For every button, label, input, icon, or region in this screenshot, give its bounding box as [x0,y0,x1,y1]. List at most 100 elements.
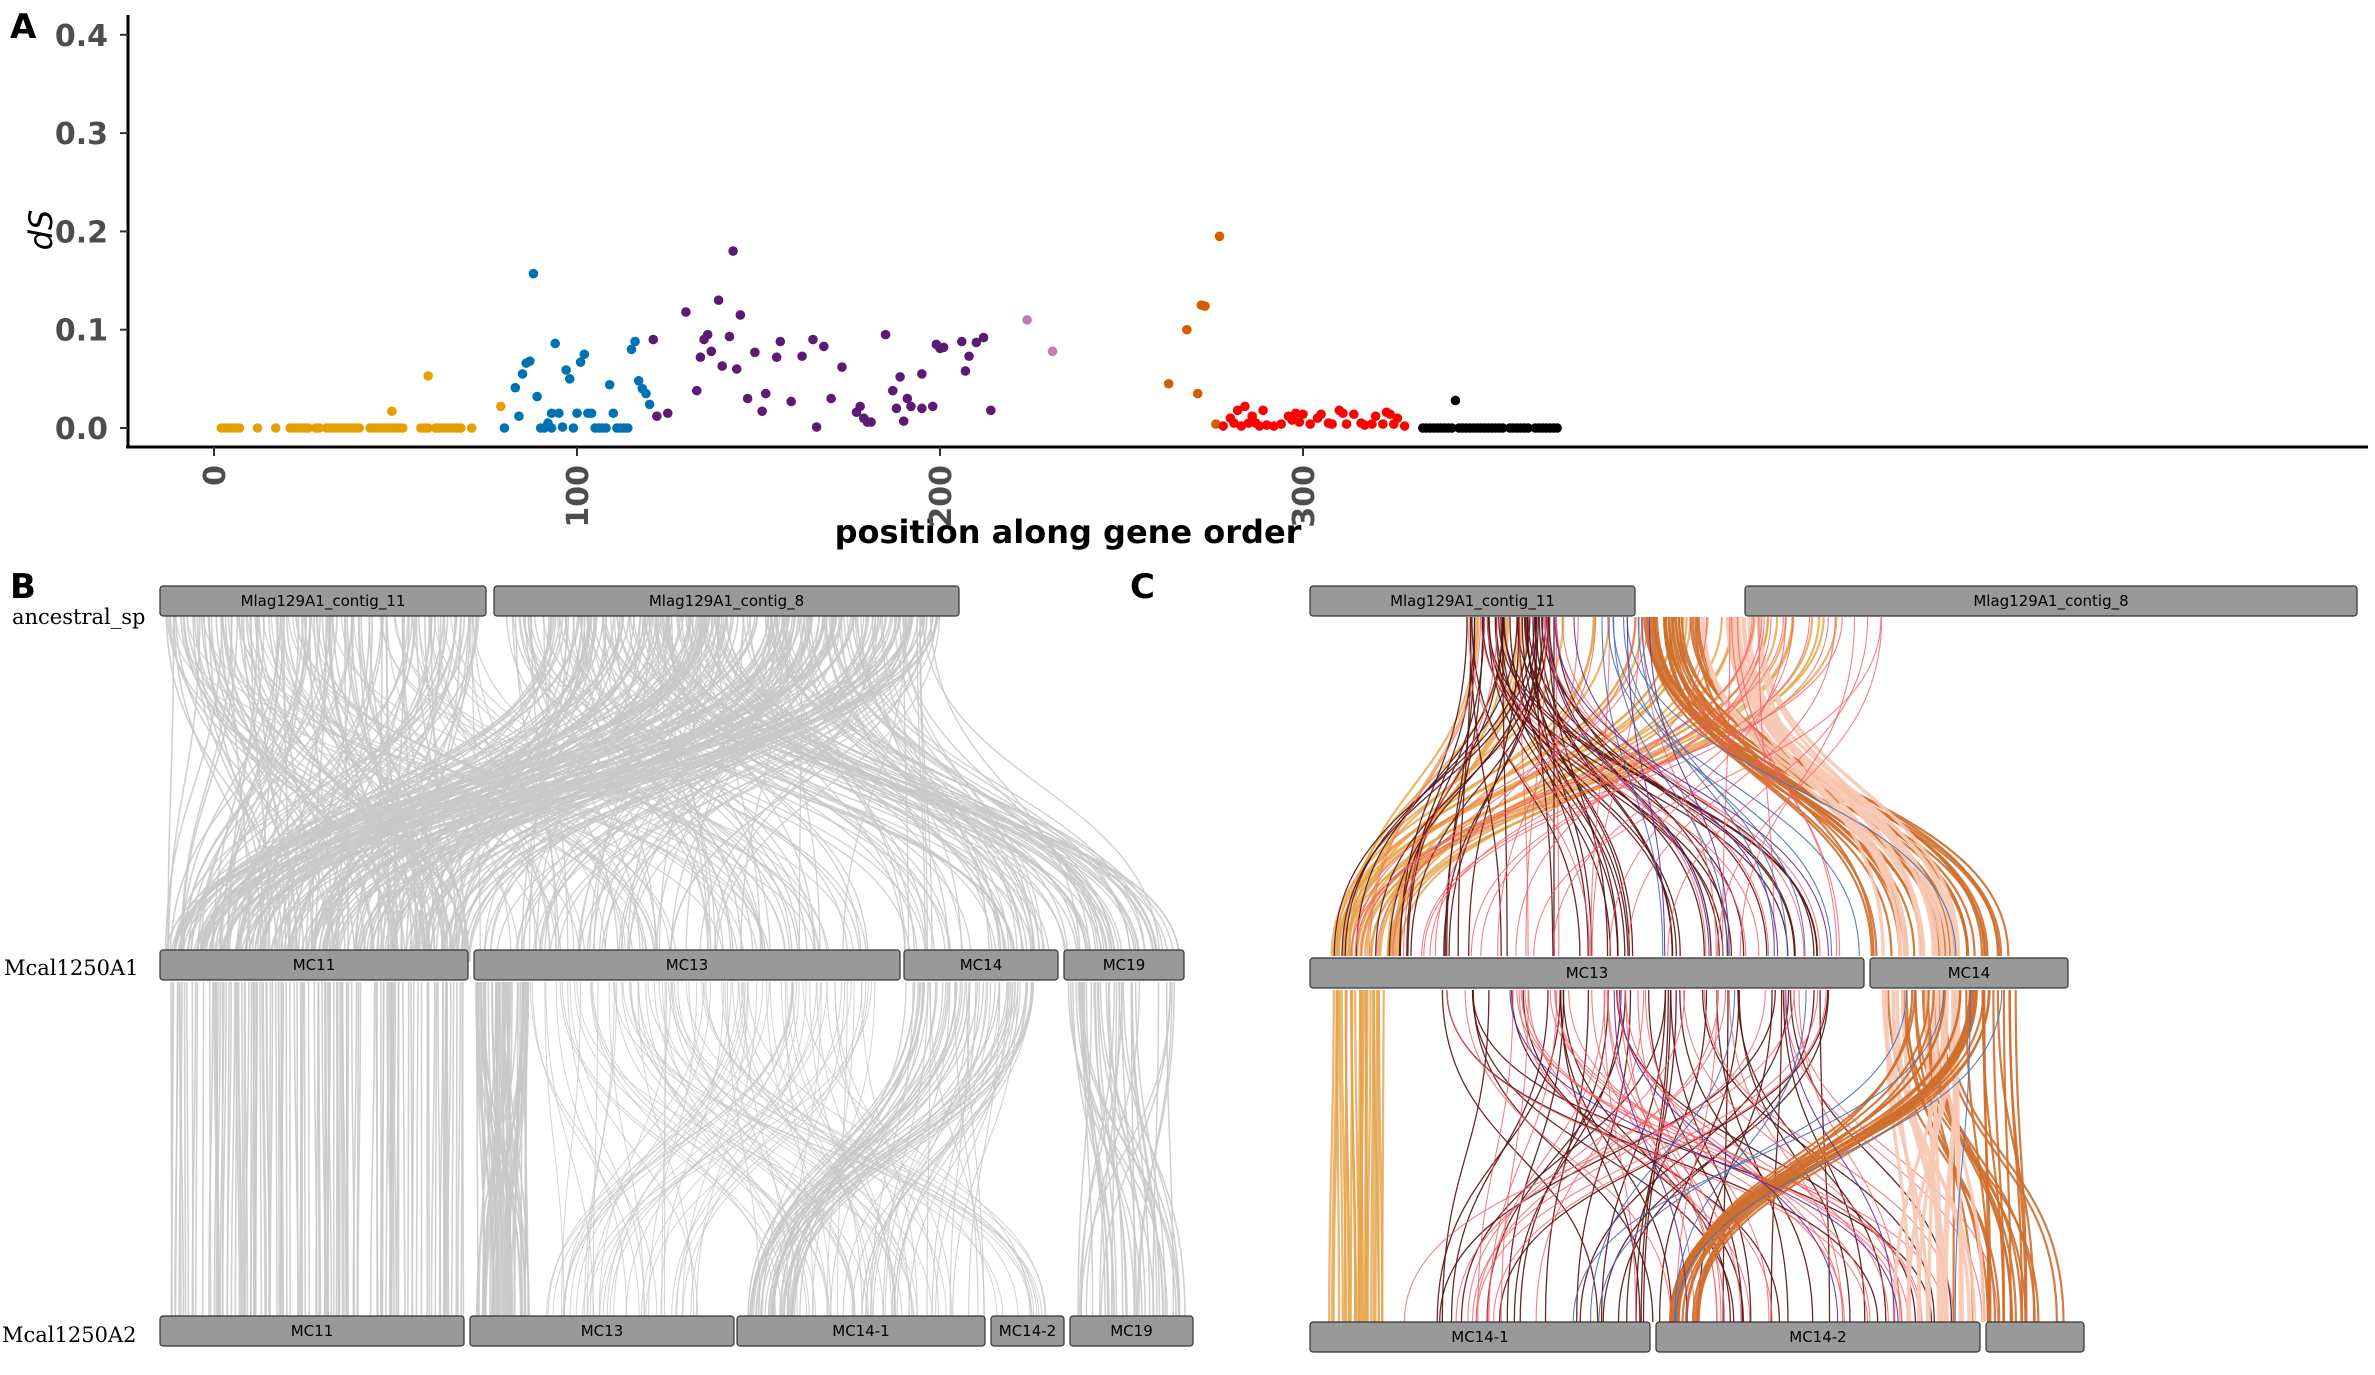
data-point [826,393,836,404]
synteny-link [237,981,243,1319]
synteny-link [540,609,828,963]
synteny-link [1891,989,1971,1323]
synteny-link [234,981,238,1319]
synteny-link [564,609,734,963]
synteny-link [770,981,1016,1319]
synteny-links [164,609,1186,1319]
data-point [387,406,397,417]
synteny-link [1554,989,1921,1323]
synteny-link [282,609,706,963]
data-point [608,408,619,419]
data-point [757,406,767,417]
synteny-link [1085,981,1109,1319]
chromosome-label: MC14-2 [1789,1328,1846,1346]
synteny-link [1675,989,2003,1323]
synteny-link [1618,989,1839,1323]
synteny-link [170,981,173,1319]
synteny-link [204,609,561,963]
data-point [1047,346,1058,357]
synteny-link [1722,616,1731,957]
x-ticks: 0 100 200 300 [198,447,1322,528]
synteny-link [221,609,581,963]
synteny-link [1736,616,1838,957]
synteny-link [180,609,233,963]
synteny-link [391,981,397,1319]
synteny-link [528,609,552,963]
data-point [1269,421,1279,431]
synteny-link [870,981,981,1319]
synteny-link [658,981,918,1319]
synteny-link [1130,981,1136,1319]
synteny-link [891,981,971,1319]
synteny-link [480,981,510,1319]
chromosome-label: MC11 [291,1322,334,1340]
synteny-link [1388,616,1538,957]
synteny-link [576,981,914,1319]
data-point [1236,421,1247,431]
synteny-link [1525,616,1547,957]
synteny-link [444,981,448,1319]
chromosome-bar [1309,585,1636,617]
data-point [731,364,742,374]
synteny-link [1097,981,1165,1319]
synteny-link [592,981,829,1319]
synteny-link [1640,616,1788,957]
chromosome-label: MC14-2 [999,1322,1056,1340]
synteny-link [531,981,640,1319]
synteny-link [261,981,266,1319]
synteny-link [703,609,816,963]
chromosome-label: MC19 [1110,1322,1153,1340]
synteny-link [200,609,356,963]
synteny-link [208,609,267,963]
synteny-link [1679,989,1814,1323]
synteny-link [755,981,1010,1319]
synteny-link [1561,616,1805,957]
data-point [466,423,477,433]
synteny-link [1480,616,1747,957]
data-point [1338,408,1348,419]
data-point [706,346,717,357]
synteny-link [666,609,1117,963]
chromosome-bar [903,949,1059,981]
synteny-link [262,981,267,1319]
synteny-link [1609,616,1787,957]
synteny-link [718,609,1159,963]
data-point [917,369,927,379]
synteny-link [1518,616,1589,957]
synteny-link [535,609,607,963]
synteny-link [365,609,704,963]
synteny-link [213,981,219,1319]
synteny-link [307,981,311,1319]
synteny-link [747,981,925,1319]
data-point [960,366,971,376]
data-point [234,423,245,433]
synteny-link [201,981,205,1319]
synteny-link [191,981,194,1319]
data-point [626,344,637,355]
synteny-link [1992,989,2006,1323]
data-point [1163,378,1174,389]
synteny-link [1555,616,1770,957]
synteny-link [834,981,910,1319]
synteny-link [327,981,331,1319]
synteny-link [1108,981,1146,1319]
synteny-link [1544,989,1590,1323]
synteny-link [370,609,784,963]
synteny-link [1996,989,2036,1323]
data-point [1258,405,1268,416]
synteny-link [1075,981,1155,1319]
synteny-link [1785,989,1895,1323]
synteny-link [1673,989,1807,1323]
synteny-link [601,609,801,963]
synteny-link [929,609,1081,963]
data-point [1298,409,1308,420]
synteny-link [317,981,322,1319]
data-point [1290,408,1301,419]
synteny-link [680,609,952,963]
synteny-link [775,609,1157,963]
data-point [771,352,782,363]
y-tick-label: 0.4 [55,19,108,54]
synteny-link [201,609,915,963]
synteny-link [724,609,1140,963]
synteny-link [489,609,772,963]
